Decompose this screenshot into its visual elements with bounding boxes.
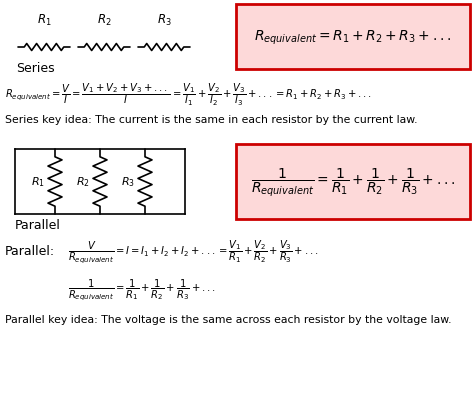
Text: Parallel:: Parallel: (5, 245, 55, 258)
Text: $\dfrac{1}{R_{equivalent}} = \dfrac{1}{R_1}+\dfrac{1}{R_2}+\dfrac{1}{R_3}+...$: $\dfrac{1}{R_{equivalent}} = \dfrac{1}{R… (251, 166, 455, 198)
Text: $R_{equivalent} = \dfrac{V}{I} = \dfrac{V_1+V_2+V_3+...}{I} = \dfrac{V_1}{I_1}+\: $R_{equivalent} = \dfrac{V}{I} = \dfrac{… (5, 81, 372, 108)
Text: Parallel: Parallel (15, 219, 61, 231)
Text: $R_1$: $R_1$ (31, 175, 45, 189)
Text: $R_2$: $R_2$ (97, 13, 111, 28)
Text: $R_1$: $R_1$ (36, 13, 51, 28)
Text: Series: Series (16, 62, 55, 75)
FancyBboxPatch shape (236, 145, 470, 219)
Text: $\dfrac{1}{R_{equivalent}} = \dfrac{1}{R_1}+\dfrac{1}{R_2}+\dfrac{1}{R_3}+...$: $\dfrac{1}{R_{equivalent}} = \dfrac{1}{R… (68, 277, 216, 302)
Text: $\dfrac{V}{R_{equivalent}} = I = I_1+I_2+I_2+... = \dfrac{V_1}{R_1}+\dfrac{V_2}{: $\dfrac{V}{R_{equivalent}} = I = I_1+I_2… (68, 238, 319, 265)
Text: $R_2$: $R_2$ (76, 175, 90, 189)
Text: $R_3$: $R_3$ (121, 175, 135, 189)
FancyBboxPatch shape (236, 5, 470, 70)
Text: Parallel key idea: The voltage is the same across each resistor by the voltage l: Parallel key idea: The voltage is the sa… (5, 314, 452, 324)
Text: Series key idea: The current is the same in each resistor by the current law.: Series key idea: The current is the same… (5, 115, 418, 125)
Text: $R_{equivalent} = R_1 + R_2 + R_3 + ...$: $R_{equivalent} = R_1 + R_2 + R_3 + ...$ (255, 28, 452, 47)
Text: $R_3$: $R_3$ (156, 13, 171, 28)
